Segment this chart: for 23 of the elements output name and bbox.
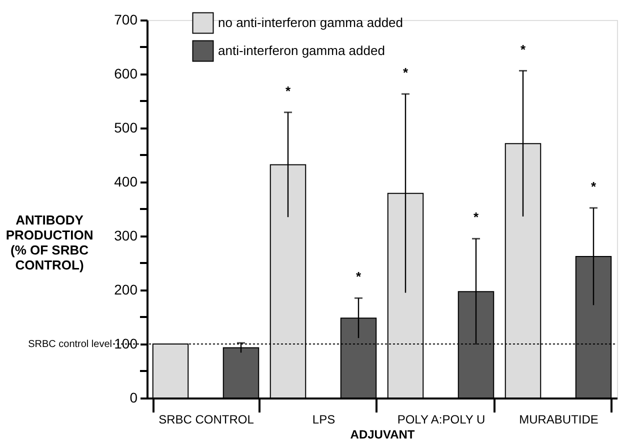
- x-tick-label: POLY A:POLY U: [397, 412, 486, 426]
- y-tick-label: 0: [130, 390, 138, 406]
- y-tick-label: 500: [114, 120, 138, 136]
- x-axis-title: ADJUVANT: [350, 428, 416, 442]
- y-tick-label: 200: [114, 282, 138, 298]
- annotation: *: [473, 210, 480, 225]
- y-tick-label: 100: [114, 336, 138, 352]
- legend-label: no anti-interferon gamma added: [218, 15, 404, 30]
- x-tick-label: SRBC CONTROL: [158, 412, 254, 426]
- y-tick-label: 400: [114, 174, 138, 190]
- x-tick-label: MURABUTIDE: [519, 412, 598, 426]
- y-tick-label: 600: [114, 66, 138, 82]
- annotation: *: [402, 64, 409, 80]
- annotation: *: [285, 83, 292, 98]
- y-tick-label: 700: [114, 12, 138, 28]
- annotation: *: [590, 178, 597, 194]
- x-tick-label: LPS: [312, 412, 336, 426]
- ref-line-label: SRBC control level: [28, 339, 112, 350]
- annotation: *: [356, 269, 362, 284]
- annotation: *: [520, 42, 526, 57]
- y-axis-title: ANTIBODY PRODUCTION (% OF SRBC CONTROL): [6, 212, 94, 272]
- legend-label: anti-interferon gamma added: [218, 43, 385, 58]
- y-tick-label: 300: [114, 228, 138, 244]
